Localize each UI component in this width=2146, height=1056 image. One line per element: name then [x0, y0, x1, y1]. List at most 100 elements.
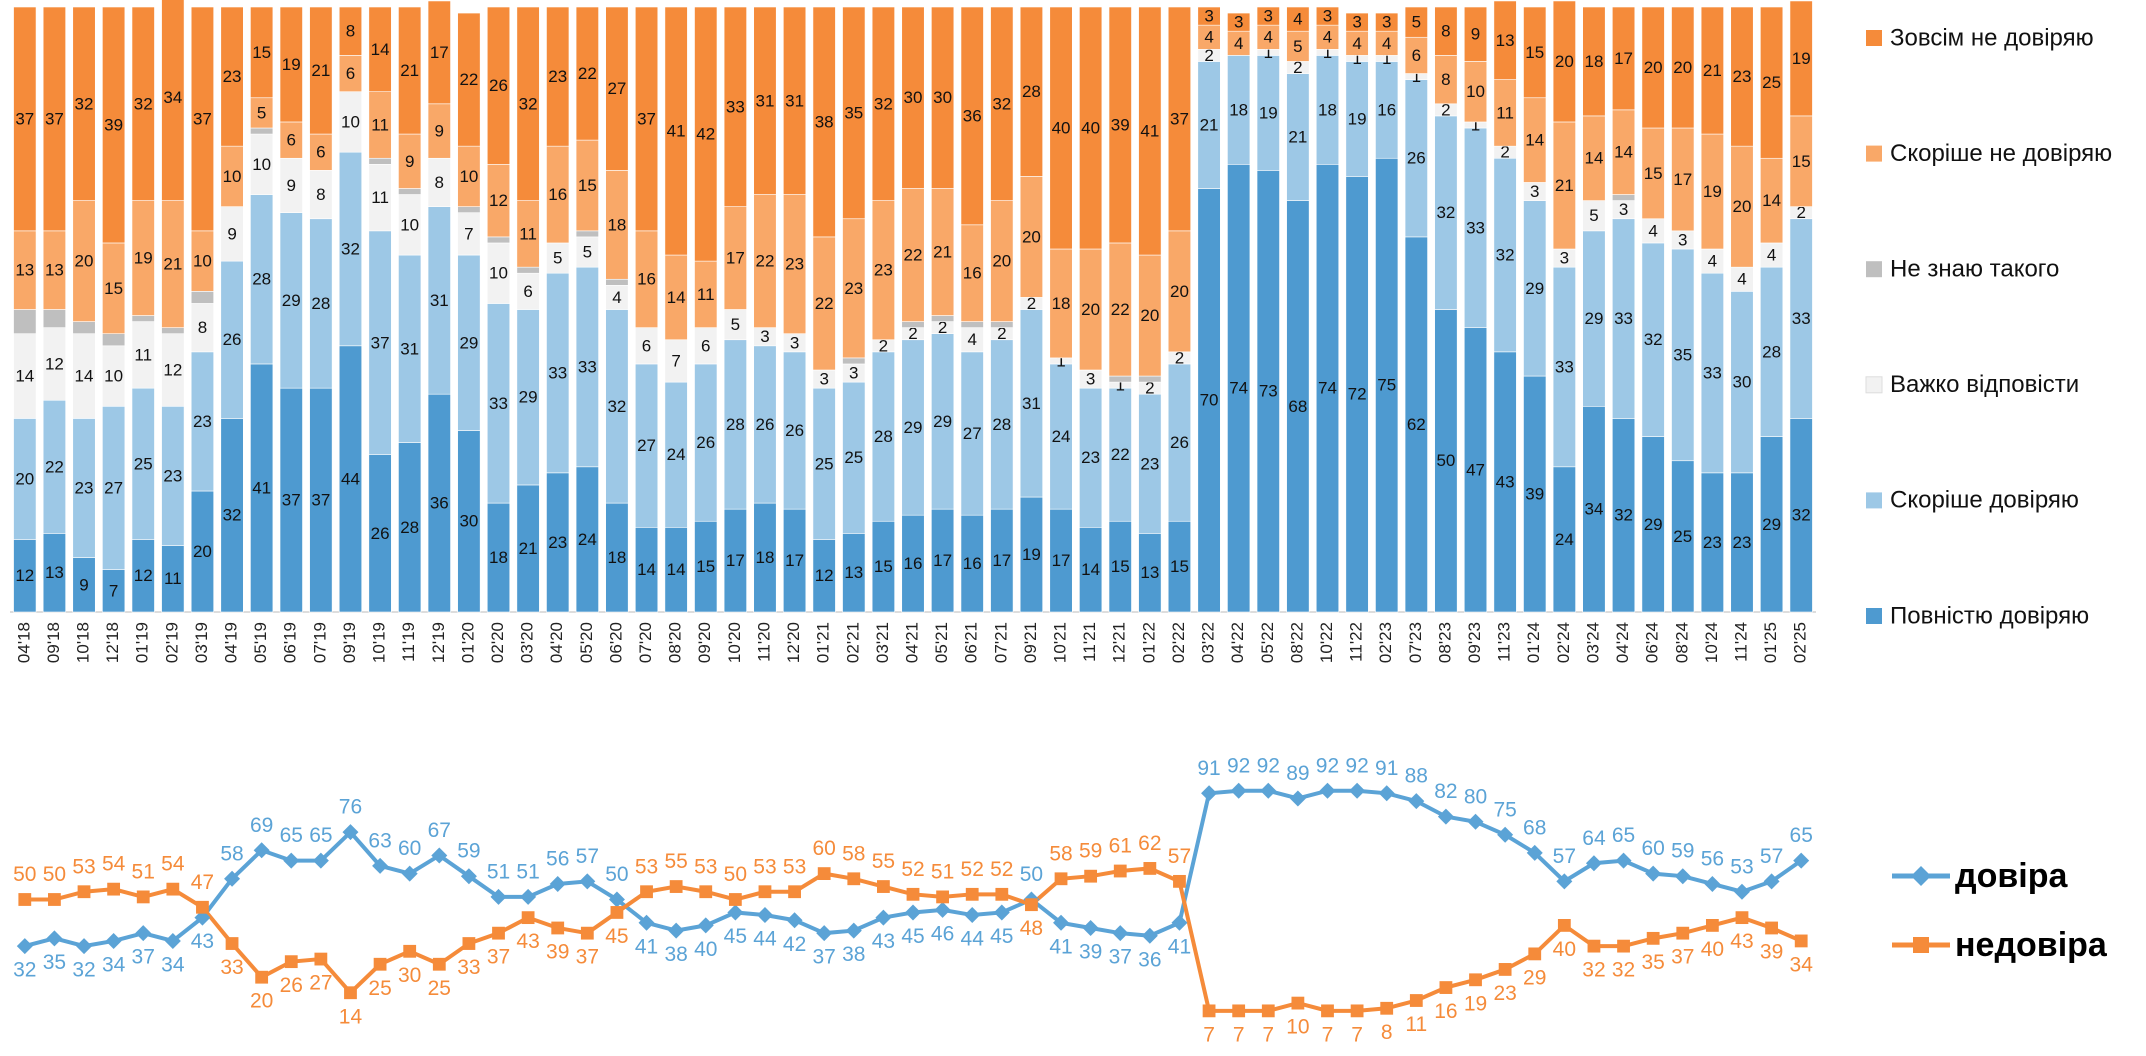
data-label: 32 — [341, 239, 360, 258]
bar-segment — [1227, 12, 1251, 32]
data-label: 16 — [1434, 1000, 1457, 1023]
data-label: 34 — [102, 953, 126, 976]
data-label: 13 — [45, 261, 64, 280]
bar-segment — [842, 357, 866, 365]
data-label: 15 — [1525, 43, 1544, 62]
data-label: 25 — [134, 454, 153, 473]
marker — [462, 937, 476, 950]
x-tick-label: 05'19 — [251, 622, 270, 663]
data-label: 50 — [43, 863, 66, 886]
marker — [756, 907, 773, 924]
data-label: 73 — [1259, 382, 1278, 401]
data-label: 19 — [1348, 109, 1367, 128]
bar-segment — [1552, 0, 1576, 123]
data-label: 15 — [104, 279, 123, 298]
bar-segment — [42, 309, 66, 328]
data-label: 38 — [842, 943, 865, 966]
data-label: 40 — [1052, 118, 1071, 137]
marker — [608, 891, 625, 908]
data-label: 35 — [1641, 951, 1664, 974]
bar-segment — [1197, 6, 1221, 26]
data-label: 45 — [990, 925, 1013, 948]
data-label: 11 — [519, 224, 537, 243]
data-label: 23 — [1493, 982, 1516, 1005]
marker — [342, 824, 359, 841]
data-label: 20 — [1733, 197, 1752, 216]
data-label: 51 — [931, 860, 954, 883]
data-label: 32 — [607, 397, 626, 416]
data-label: 10 — [489, 264, 508, 283]
data-label: 53 — [72, 855, 95, 878]
x-tick-label: 10'18 — [74, 622, 93, 663]
bar-segment — [250, 6, 274, 99]
x-tick-label: 04'20 — [547, 622, 566, 663]
bar-segment — [457, 206, 481, 213]
x-tick-label: 02'19 — [162, 622, 181, 663]
data-label: 10 — [1286, 1016, 1309, 1039]
data-label: 35 — [844, 103, 863, 122]
bar-segment — [723, 6, 747, 207]
data-label: 76 — [339, 796, 362, 819]
data-label: 23 — [1733, 533, 1752, 552]
bar-segment — [368, 6, 392, 92]
data-label: 20 — [1081, 300, 1100, 319]
marker — [1143, 862, 1157, 875]
marker — [107, 882, 121, 896]
data-label: 32 — [134, 94, 153, 113]
marker — [1260, 782, 1277, 799]
data-label: 6 — [346, 64, 355, 83]
data-label: 33 — [1466, 218, 1485, 237]
data-label: 40 — [1553, 938, 1576, 961]
data-label: 29 — [1584, 309, 1603, 328]
marker — [1735, 911, 1749, 925]
data-label: 64 — [1582, 827, 1606, 850]
data-label: 14 — [1584, 149, 1603, 168]
marker — [1230, 782, 1247, 799]
data-label: 16 — [1377, 100, 1396, 119]
marker — [727, 904, 744, 921]
marker — [1585, 855, 1602, 872]
data-label: 26 — [223, 330, 242, 349]
data-label: 45 — [901, 925, 924, 948]
data-label: 62 — [1407, 415, 1426, 434]
data-label: 34 — [161, 953, 185, 976]
bar-segment — [13, 6, 37, 232]
data-label: 91 — [1197, 757, 1220, 780]
marker — [1763, 873, 1780, 890]
data-label: 14 — [15, 367, 34, 386]
bar-segment — [250, 127, 274, 135]
x-tick-label: 12'21 — [1110, 622, 1129, 663]
data-label: 42 — [696, 125, 715, 144]
data-label: 72 — [1348, 385, 1367, 404]
data-label: 7 — [1262, 1023, 1274, 1046]
data-label: 33 — [457, 956, 480, 979]
legend-label: Скоріше довіряю — [1890, 487, 2079, 514]
data-label: 57 — [576, 845, 599, 868]
marker — [1084, 869, 1098, 883]
data-label: 1 — [1056, 351, 1065, 370]
bar-segment — [457, 12, 481, 147]
data-label: 4 — [1737, 270, 1746, 289]
legend-swatch — [1866, 608, 1882, 624]
data-label: 53 — [694, 855, 717, 878]
data-label: 12 — [134, 566, 153, 585]
x-tick-label: 06'19 — [281, 622, 300, 663]
bar-segment — [309, 6, 333, 135]
data-label: 36 — [963, 106, 982, 125]
data-label: 3 — [1560, 249, 1569, 268]
data-label: 43 — [872, 930, 895, 953]
x-tick-label: 11'21 — [1080, 622, 1099, 662]
data-label: 25 — [428, 977, 451, 1000]
marker — [1053, 914, 1070, 931]
bar-segment — [486, 6, 511, 165]
marker — [1794, 934, 1808, 948]
marker — [372, 857, 389, 874]
bar-segment — [546, 6, 570, 147]
bar-segment — [516, 266, 540, 274]
data-label: 10 — [1466, 82, 1485, 101]
marker — [403, 944, 417, 958]
data-label: 27 — [309, 972, 332, 995]
data-label: 17 — [992, 551, 1011, 570]
data-label: 30 — [459, 512, 478, 531]
data-label: 65 — [1790, 824, 1813, 847]
